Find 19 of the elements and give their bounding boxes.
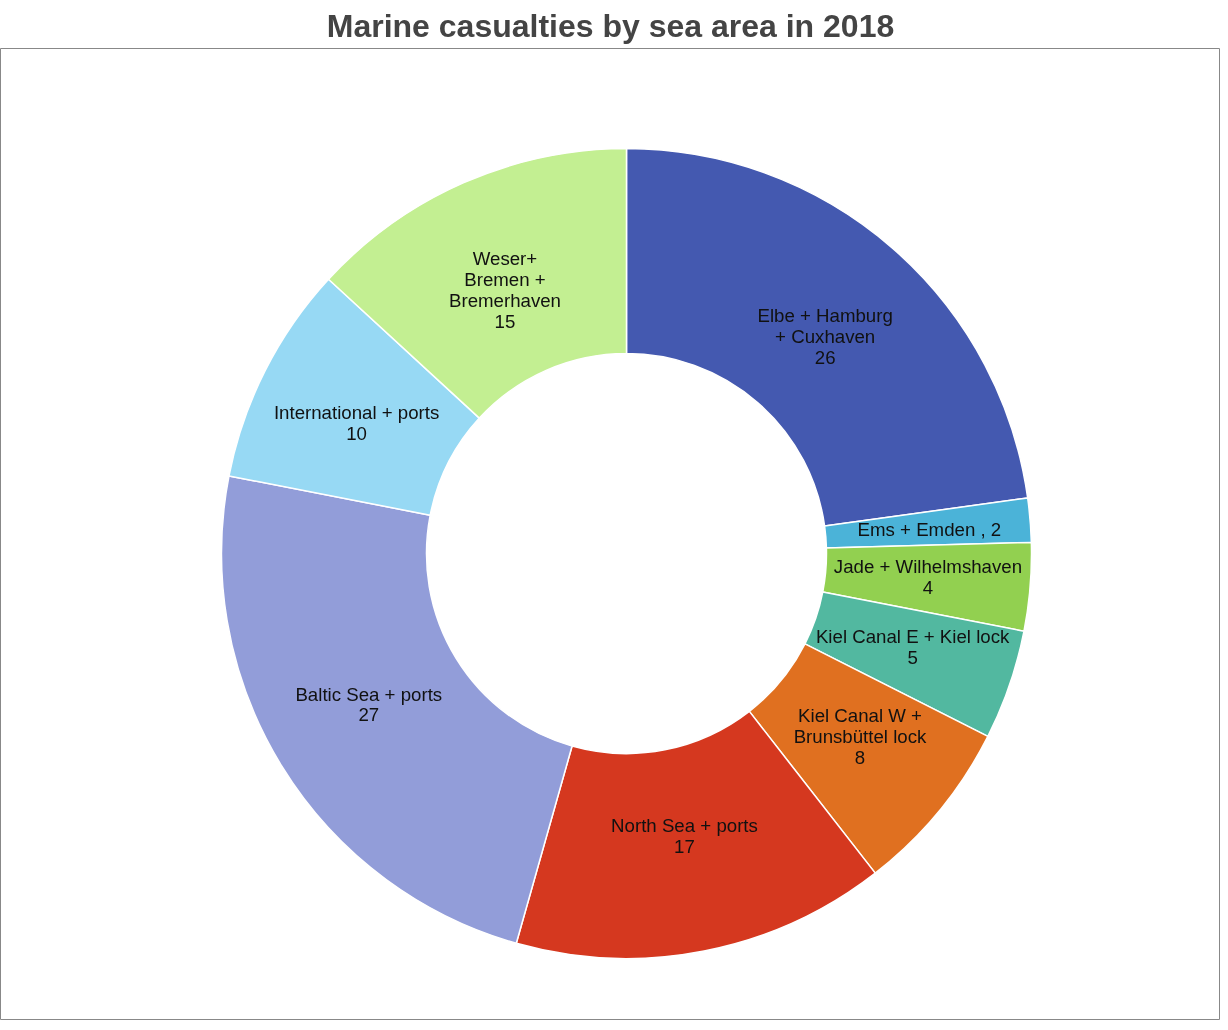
slice-label: North Sea + ports [611, 815, 758, 837]
slice-label: Elbe + Hamburg + Cuxhaven [757, 304, 893, 347]
data-label: 10 [346, 423, 367, 445]
slice-label: Ems + Emden [857, 518, 976, 540]
data-label: 17 [674, 836, 695, 858]
data-label: , 2 [980, 518, 1002, 540]
slice-label: International + ports [273, 402, 440, 424]
data-label: 15 [494, 310, 516, 332]
data-label: 5 [907, 647, 918, 669]
slice-label: Kiel Canal E + Kiel lock [815, 626, 1010, 648]
slice-label: Weser+ Bremen + Bremerhaven [448, 247, 561, 311]
data-label: 8 [854, 747, 866, 769]
slice-label: Jade + Wilhelmshaven [833, 556, 1023, 578]
data-label: 26 [814, 346, 836, 368]
slice-label: Baltic Sea + ports [295, 683, 443, 705]
data-label: 4 [922, 577, 934, 599]
data-label: 27 [358, 704, 380, 726]
slice-label: Kiel Canal W + Brunsbüttel lock [793, 705, 928, 748]
chart-title: Marine casualties by sea area in 2018 [326, 7, 895, 44]
